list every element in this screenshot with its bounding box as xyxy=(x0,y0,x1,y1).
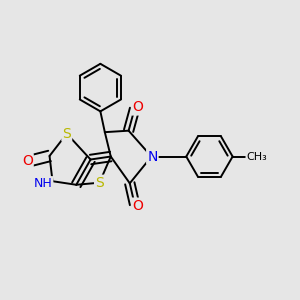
Text: N: N xyxy=(147,149,158,164)
Text: O: O xyxy=(132,199,143,213)
Text: S: S xyxy=(62,127,71,141)
Text: CH₃: CH₃ xyxy=(247,152,267,161)
Text: O: O xyxy=(22,154,33,168)
Text: NH: NH xyxy=(34,177,52,190)
Text: O: O xyxy=(132,100,143,115)
Text: S: S xyxy=(95,176,104,190)
